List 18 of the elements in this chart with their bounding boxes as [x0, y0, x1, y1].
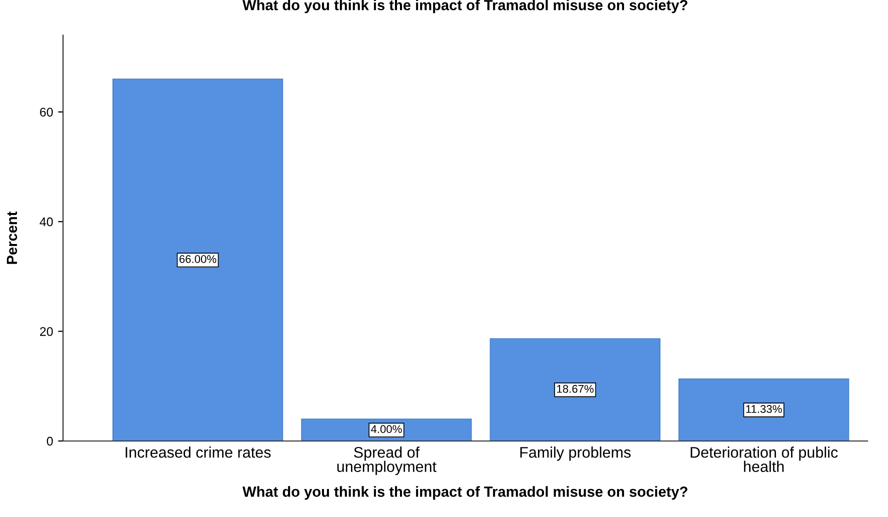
y-axis-title: Percent — [6, 212, 18, 264]
x-tick-label: Family problems — [520, 446, 631, 461]
chart-title: What do you think is the impact of Tramadol misuse on society? — [242, 0, 688, 14]
y-tick-label: 40 — [40, 217, 53, 226]
data-label: 66.00% — [179, 255, 216, 263]
data-label: 4.00% — [370, 425, 402, 434]
y-tick-label: 0 — [46, 436, 53, 446]
bar — [678, 378, 850, 441]
data-label: 18.67% — [557, 384, 594, 393]
bar — [490, 338, 660, 441]
data-label: 11.33% — [746, 405, 782, 413]
x-tick-label: Spread of unemployment — [337, 446, 436, 476]
y-tick-label: 60 — [40, 108, 53, 117]
bar — [112, 78, 284, 441]
x-axis-title: What do you think is the impact of Tramadol misuse on society? — [242, 486, 688, 500]
x-tick-label: Increased crime rates — [126, 446, 271, 458]
y-tick-label: 20 — [40, 327, 53, 336]
x-tick-label: Deterioration of public health — [690, 446, 838, 472]
